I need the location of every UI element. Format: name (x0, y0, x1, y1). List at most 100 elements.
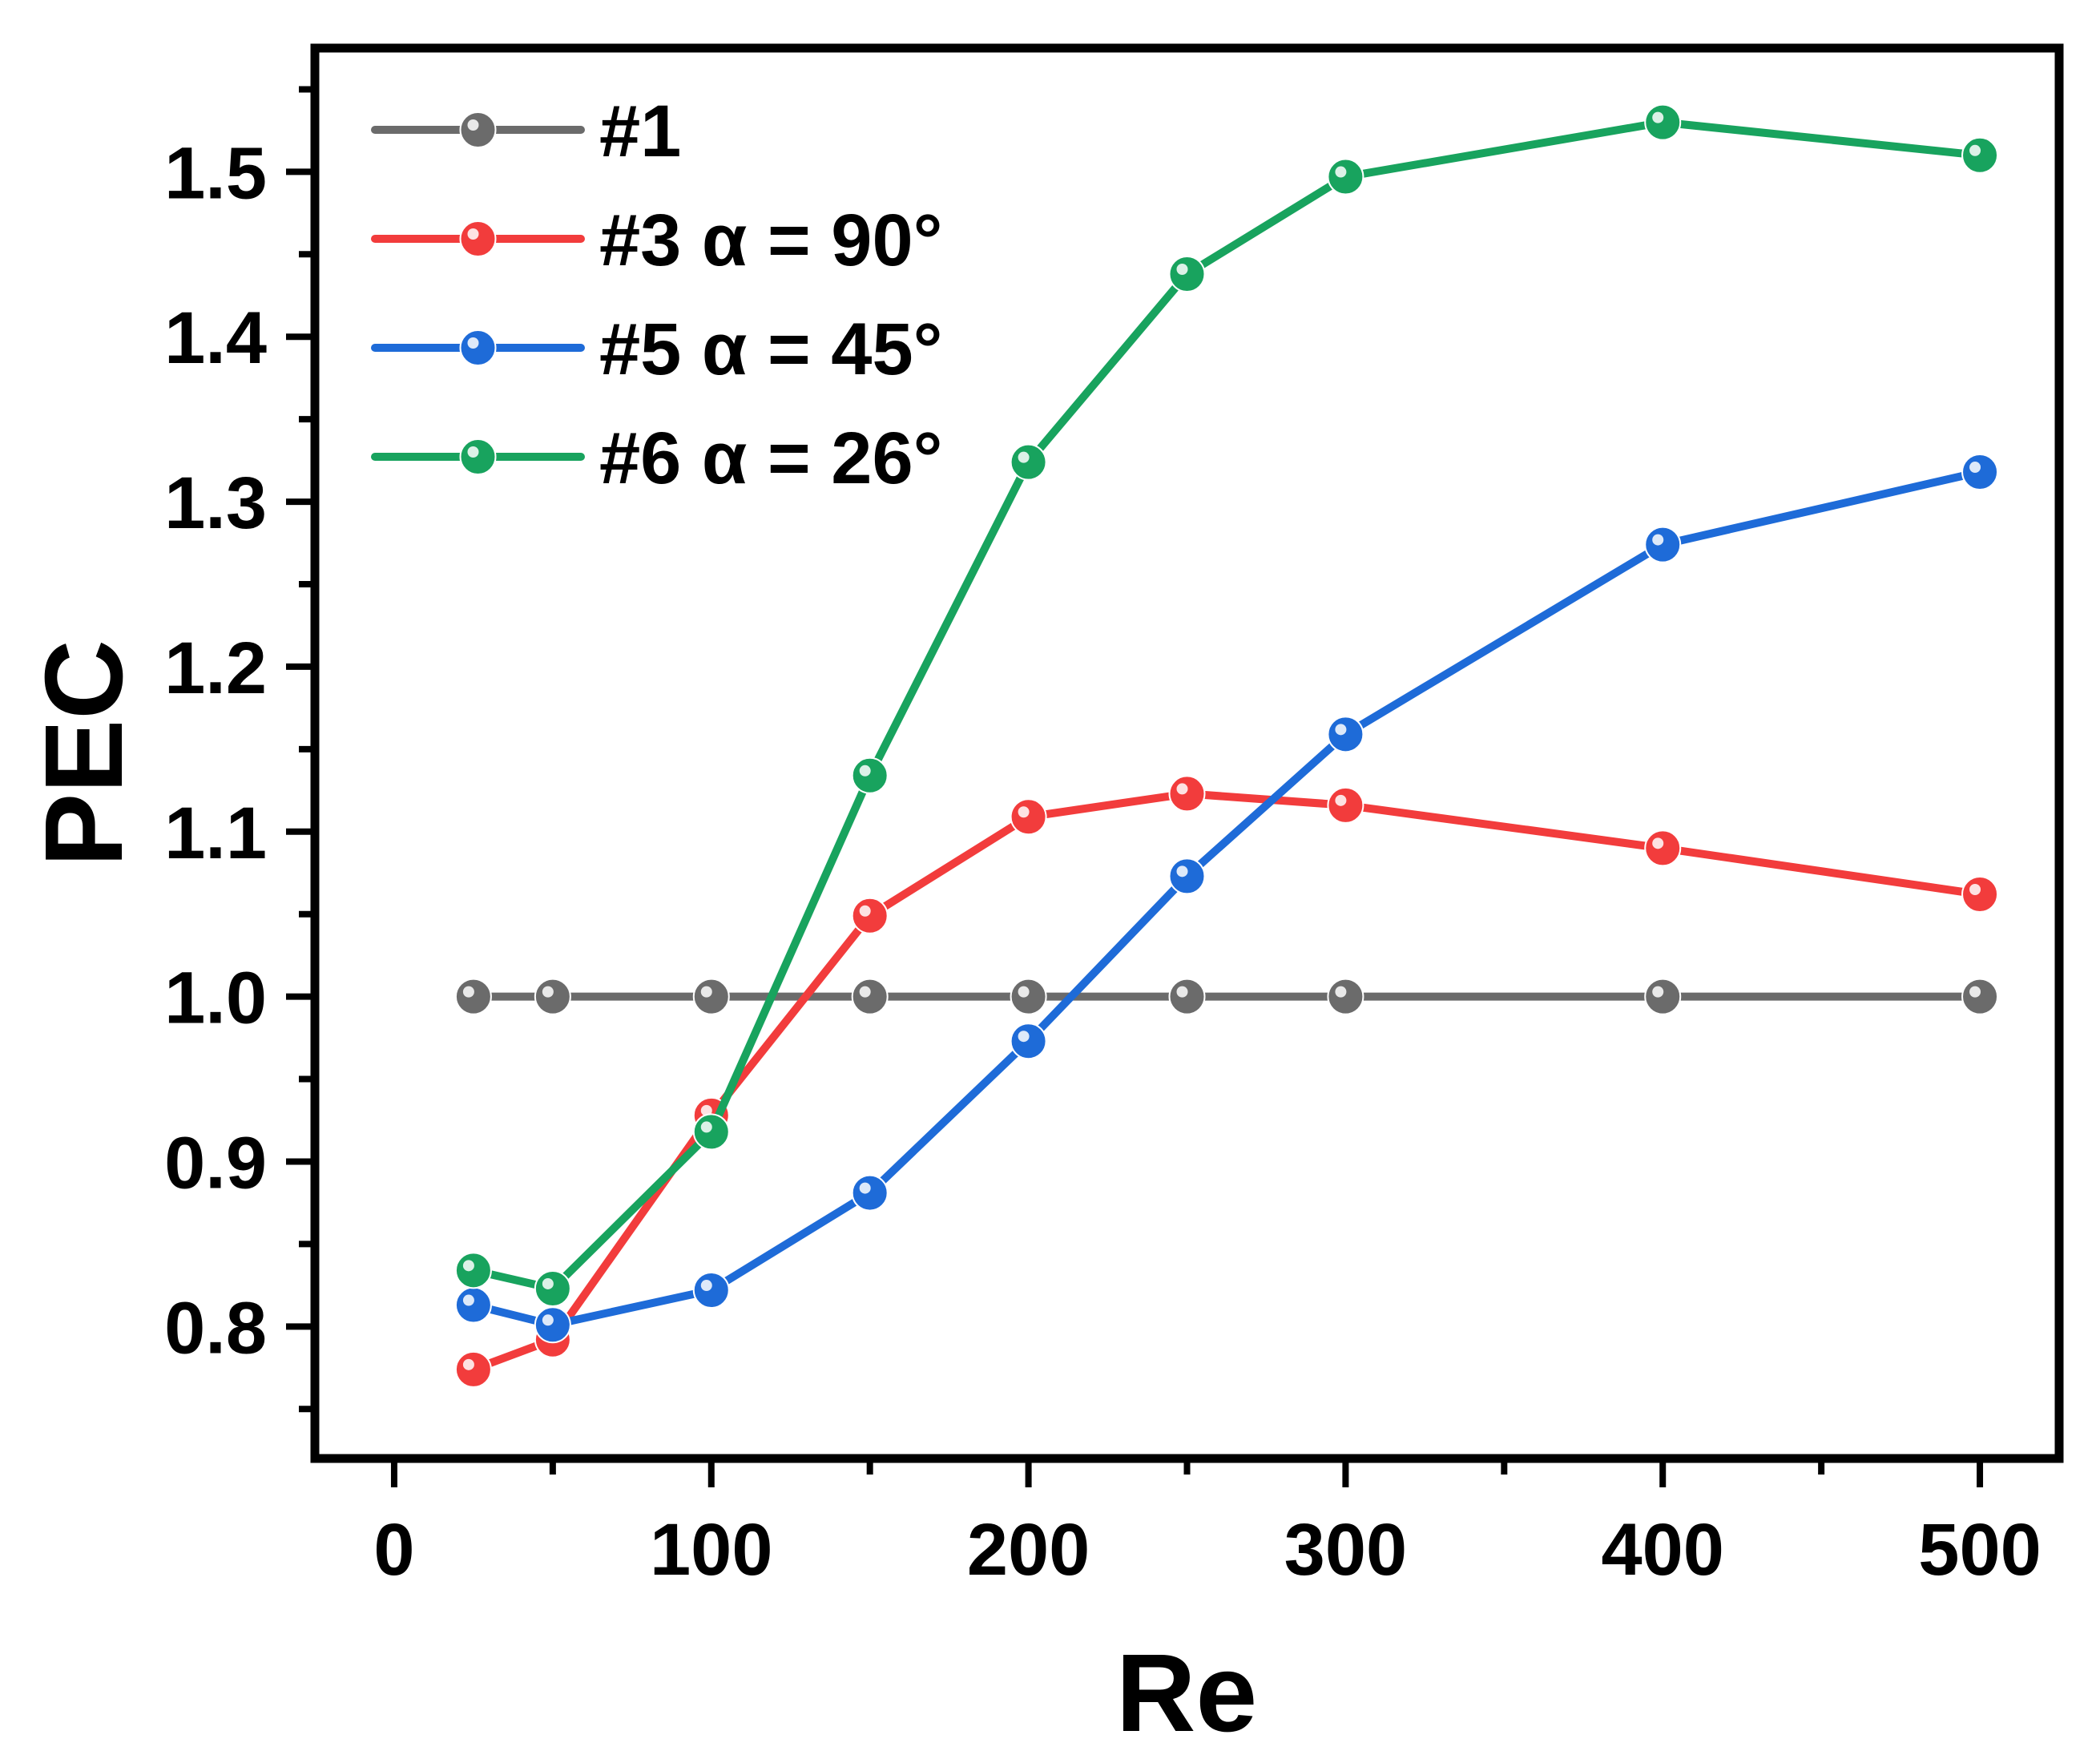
data-point (1644, 526, 1682, 563)
legend-marker (459, 111, 497, 148)
marker-highlight (467, 446, 479, 458)
x-tick-label: 0 (373, 1509, 414, 1591)
marker-dot (459, 111, 497, 148)
marker-dot (534, 1306, 571, 1344)
legend-item-3: #5 α = 45° (371, 309, 942, 390)
legend-label: #3 α = 90° (599, 200, 942, 281)
marker-dot (454, 1286, 492, 1324)
data-point (851, 1174, 889, 1212)
data-point (1644, 829, 1682, 867)
marker-dot (1010, 978, 1047, 1015)
marker-dot (851, 978, 889, 1015)
marker-highlight (1176, 865, 1188, 877)
marker-dot (1961, 978, 1999, 1015)
legend-item-1: #1 (371, 91, 681, 172)
marker-highlight (859, 765, 871, 777)
axis-ticks: 0 100 200 300 400 500 0.8 0.9 1.0 1.1 1.2 1.3 1.4 1.5 (164, 86, 2042, 1591)
series-1 (454, 978, 1999, 1015)
marker-highlight (1018, 806, 1030, 818)
legend-marker (459, 220, 497, 257)
marker-dot (1168, 256, 1206, 293)
marker-dot (1168, 775, 1206, 813)
marker-dot (534, 978, 571, 1015)
marker-dot (1644, 978, 1682, 1015)
marker-dot (1644, 103, 1682, 141)
marker-dot (1327, 158, 1364, 196)
data-point (1644, 103, 1682, 141)
marker-dot (1010, 798, 1047, 836)
data-point (1327, 978, 1364, 1015)
marker-highlight (467, 228, 479, 240)
marker-highlight (700, 1280, 712, 1292)
marker-highlight (1018, 451, 1030, 463)
marker-dot (1327, 786, 1364, 824)
marker-highlight (1335, 724, 1347, 736)
data-point (1327, 158, 1364, 196)
marker-dot (454, 1350, 492, 1388)
marker-highlight (467, 337, 479, 349)
data-point (454, 1252, 492, 1289)
legend-label: #1 (599, 91, 681, 172)
marker-highlight (1176, 986, 1188, 998)
y-tick-label: 1.0 (164, 958, 267, 1039)
marker-dot (1010, 1023, 1047, 1060)
data-point (1327, 716, 1364, 753)
x-tick-label: 300 (1284, 1509, 1408, 1591)
marker-dot (459, 220, 497, 257)
marker-highlight (1176, 264, 1188, 276)
series-4 (454, 103, 1999, 1307)
marker-dot (1168, 857, 1206, 895)
marker-highlight (542, 986, 554, 998)
marker-highlight (1335, 986, 1347, 998)
marker-dot (692, 978, 730, 1015)
y-tick-label: 1.1 (164, 793, 267, 874)
marker-highlight (859, 1182, 871, 1194)
marker-dot (454, 1252, 492, 1289)
y-tick-label: 1.3 (164, 462, 267, 544)
marker-highlight (700, 1121, 712, 1133)
marker-dot (1327, 716, 1364, 753)
data-point (1961, 454, 1999, 491)
marker-dot (1961, 136, 1999, 174)
marker-dot (454, 978, 492, 1015)
y-axis-title: PEC (22, 639, 146, 867)
marker-highlight (859, 905, 871, 917)
x-axis-title: Re (1116, 1632, 1257, 1755)
data-point (1327, 786, 1364, 824)
data-point (1010, 978, 1047, 1015)
legend-label: #6 α = 26° (599, 418, 942, 499)
marker-dot (459, 329, 497, 366)
x-tick-label: 100 (650, 1509, 773, 1591)
legend-label: #5 α = 45° (599, 309, 942, 390)
marker-highlight (462, 986, 474, 998)
marker-highlight (1018, 986, 1030, 998)
marker-highlight (1652, 111, 1664, 123)
marker-highlight (467, 119, 479, 131)
marker-dot (1010, 443, 1047, 481)
data-point (534, 1306, 571, 1344)
data-point (1961, 876, 1999, 913)
data-point (1168, 256, 1206, 293)
data-point (454, 978, 492, 1015)
marker-highlight (1335, 166, 1347, 178)
marker-highlight (462, 1260, 474, 1272)
marker-highlight (1018, 1031, 1030, 1043)
data-point (1168, 978, 1206, 1015)
marker-highlight (859, 986, 871, 998)
marker-dot (534, 1269, 571, 1307)
marker-highlight (700, 986, 712, 998)
x-tick-label: 200 (967, 1509, 1090, 1591)
y-tick-label: 0.8 (164, 1287, 267, 1369)
legend-marker (459, 329, 497, 366)
marker-dot (459, 438, 497, 475)
data-point (1010, 443, 1047, 481)
legend-item-4: #6 α = 26° (371, 418, 942, 499)
legend-item-2: #3 α = 90° (371, 200, 942, 281)
marker-dot (1644, 829, 1682, 867)
data-point (1961, 136, 1999, 174)
data-point (1644, 978, 1682, 1015)
data-point (534, 978, 571, 1015)
y-tick-label: 1.2 (164, 627, 267, 709)
marker-highlight (700, 1104, 712, 1116)
